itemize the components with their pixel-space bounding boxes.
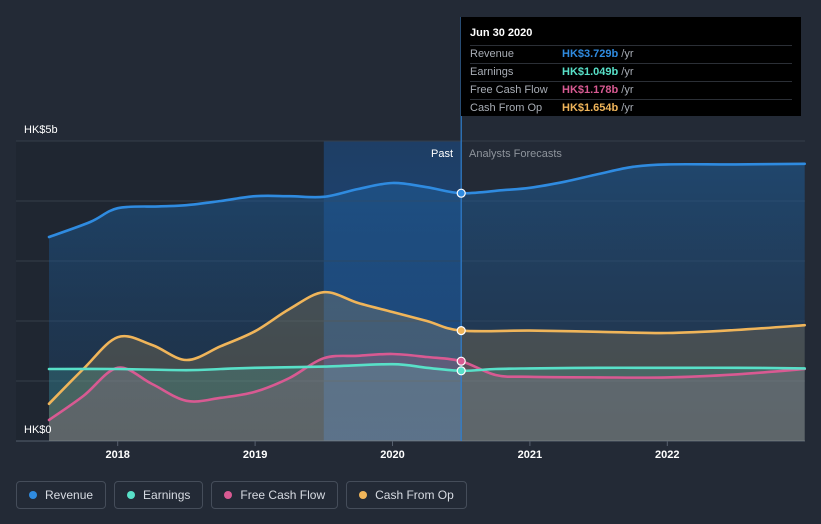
legend-item-revenue[interactable]: Revenue bbox=[16, 481, 107, 509]
tooltip-unit: /yr bbox=[621, 84, 634, 96]
free-cash-flow-dot-icon bbox=[224, 491, 233, 499]
legend-label: Earnings bbox=[143, 488, 191, 502]
earnings-dot-icon bbox=[127, 491, 136, 499]
x-tick-label: 2021 bbox=[518, 449, 542, 461]
series-line-cash-from-op bbox=[47, 290, 806, 406]
legend-label: Cash From Op bbox=[375, 488, 454, 502]
series-line-free-cash-flow bbox=[47, 352, 806, 422]
cash-from-op-dot-icon bbox=[359, 491, 368, 499]
tooltip-label: Cash From Op bbox=[470, 102, 543, 114]
tooltip-date: Jun 30 2020 bbox=[470, 27, 533, 39]
tooltip-row-earnings: Earnings HK$1.049b /yr bbox=[470, 63, 792, 81]
legend-item-free-cash-flow[interactable]: Free Cash Flow bbox=[211, 481, 339, 509]
series-area-free-cash-flow bbox=[49, 353, 805, 441]
tooltip: Jun 30 2020 Revenue HK$3.729b /yr Earnin… bbox=[461, 17, 801, 116]
series-line-earnings bbox=[47, 362, 806, 373]
tooltip-row-free-cash-flow: Free Cash Flow HK$1.178b /yr bbox=[470, 81, 792, 99]
marker-free-cash-flow bbox=[456, 356, 466, 366]
revenue-dot-icon bbox=[29, 491, 37, 499]
tooltip-label: Earnings bbox=[470, 66, 514, 78]
series-area-revenue bbox=[49, 163, 805, 442]
series-area-earnings bbox=[49, 364, 805, 441]
tooltip-label: Revenue bbox=[470, 48, 515, 60]
tooltip-unit: /yr bbox=[621, 66, 634, 78]
tooltip-value: HK$1.178b bbox=[562, 84, 619, 96]
marker-earnings bbox=[456, 366, 466, 376]
past-label: Past bbox=[431, 148, 453, 160]
tooltip-value: HK$1.654b bbox=[562, 102, 619, 114]
tooltip-unit: /yr bbox=[621, 48, 634, 60]
forecast-label: Analysts Forecasts bbox=[469, 148, 562, 160]
legend-label: Revenue bbox=[45, 488, 94, 502]
legend-item-cash-from-op[interactable]: Cash From Op bbox=[346, 481, 467, 509]
tooltip-row-revenue: Revenue HK$3.729b /yr bbox=[470, 45, 792, 63]
tooltip-label: Free Cash Flow bbox=[470, 84, 548, 96]
legend-label: Free Cash Flow bbox=[240, 488, 326, 502]
x-tick-label: 2019 bbox=[243, 449, 267, 461]
x-tick-label: 2022 bbox=[655, 449, 679, 461]
tooltip-value: HK$3.729b bbox=[562, 48, 619, 60]
marker-revenue bbox=[456, 188, 466, 198]
series-line-revenue bbox=[47, 162, 806, 239]
marker-cash-from-op bbox=[456, 326, 466, 336]
tooltip-row-cash-from-op: Cash From Op HK$1.654b /yr bbox=[470, 99, 792, 117]
tooltip-unit: /yr bbox=[621, 102, 634, 114]
legend: Revenue Earnings Free Cash Flow Cash Fro… bbox=[16, 481, 467, 509]
x-tick-label: 2018 bbox=[105, 449, 129, 461]
x-tick-label: 2020 bbox=[380, 449, 404, 461]
tooltip-value: HK$1.049b bbox=[562, 66, 619, 78]
y-axis-bottom-label: HK$0 bbox=[24, 424, 52, 436]
legend-item-earnings[interactable]: Earnings bbox=[114, 481, 204, 509]
y-axis-top-label: HK$5b bbox=[24, 124, 58, 136]
